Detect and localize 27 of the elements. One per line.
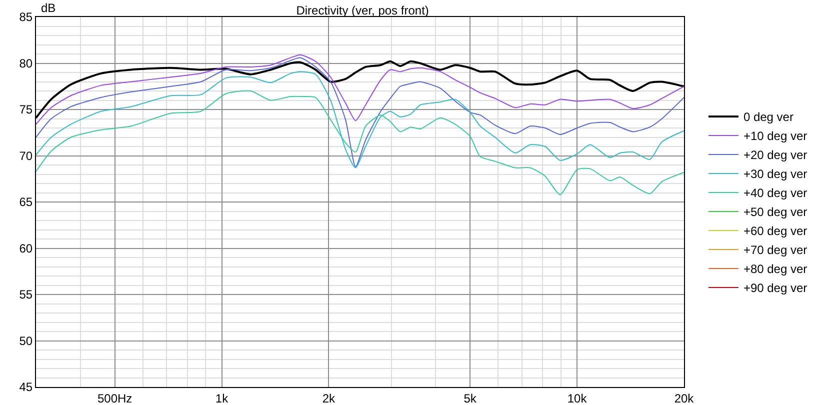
x-tick-label: 1k: [215, 391, 230, 405]
legend-label: +70 deg ver: [743, 243, 808, 258]
x-tick-label: 500Hz: [97, 391, 132, 405]
legend-label: 0 deg ver: [743, 110, 794, 124]
x-tick-label: 20k: [674, 391, 695, 405]
y-tick-label: 50: [19, 334, 33, 348]
legend-label: +90 deg ver: [743, 281, 808, 296]
legend-label: +20 deg ver: [743, 148, 808, 162]
x-tick-label: 2k: [322, 391, 336, 405]
x-tick-label: 5k: [464, 391, 478, 405]
legend-label: +60 deg ver: [743, 224, 808, 238]
y-tick-label: 70: [19, 148, 33, 163]
x-tick-label: 10k: [567, 391, 588, 405]
legend-label: +50 deg ver: [743, 205, 808, 220]
y-tick-label: 60: [19, 241, 33, 256]
y-axis-title: dB: [41, 1, 56, 15]
y-tick-label: 80: [19, 56, 33, 70]
y-tick-label: 55: [19, 288, 33, 302]
legend-label: +10 deg ver: [743, 129, 808, 144]
y-tick-label: 75: [19, 102, 33, 117]
y-tick-label: 45: [19, 380, 33, 394]
legend-label: +30 deg ver: [743, 167, 808, 182]
legend-label: +40 deg ver: [743, 186, 808, 200]
chart-title: Directivity (ver, pos front): [296, 3, 429, 18]
y-tick-label: 85: [19, 10, 33, 24]
legend-label: +80 deg ver: [743, 262, 808, 276]
y-tick-label: 65: [19, 195, 33, 210]
